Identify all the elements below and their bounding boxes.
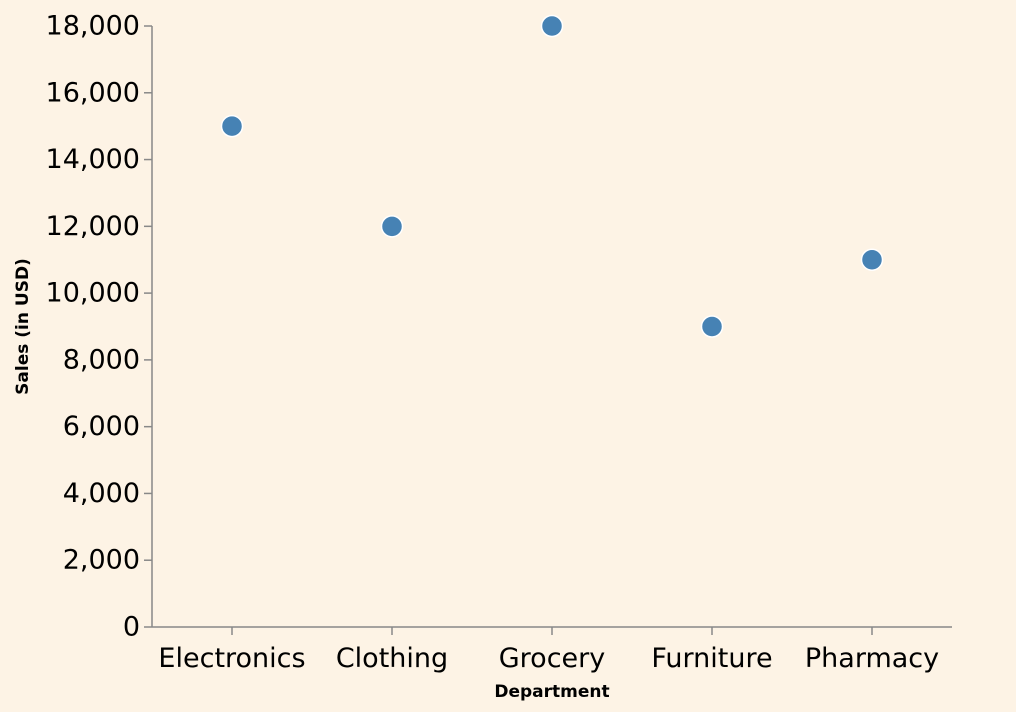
data-point-furniture	[700, 315, 724, 338]
data-points	[220, 14, 884, 338]
data-point-electronics	[220, 114, 244, 138]
y-tick-label: 14,000	[46, 144, 140, 175]
x-axis: Electronics Clothing Grocery Furniture Pharm…	[152, 626, 952, 674]
x-axis-title: Department	[494, 682, 609, 702]
y-tick-label: 18,000	[46, 11, 140, 42]
y-axis-title: Sales (in USD)	[13, 258, 33, 395]
y-axis: 0 2,000 4,000 6,000 8,000 10,000 12,000 14,000 1…	[46, 11, 153, 643]
y-tick-label: 0	[123, 612, 140, 643]
y-tick-label: 6,000	[63, 411, 140, 442]
data-point-grocery	[540, 14, 564, 38]
x-tick-label: Clothing	[336, 643, 448, 674]
x-tick-label: Electronics	[158, 643, 305, 674]
y-tick-label: 4,000	[63, 478, 140, 509]
y-tick-label: 2,000	[63, 545, 140, 576]
data-point-clothing	[380, 215, 404, 238]
data-point-pharmacy	[860, 248, 884, 271]
y-tick-label: 8,000	[63, 344, 140, 375]
x-tick-label: Furniture	[651, 643, 772, 674]
x-tick-label: Grocery	[499, 643, 606, 674]
x-tick-label: Pharmacy	[805, 643, 939, 674]
y-tick-label: 12,000	[46, 211, 140, 242]
y-tick-label: 16,000	[46, 77, 140, 108]
y-tick-label: 10,000	[46, 278, 140, 309]
